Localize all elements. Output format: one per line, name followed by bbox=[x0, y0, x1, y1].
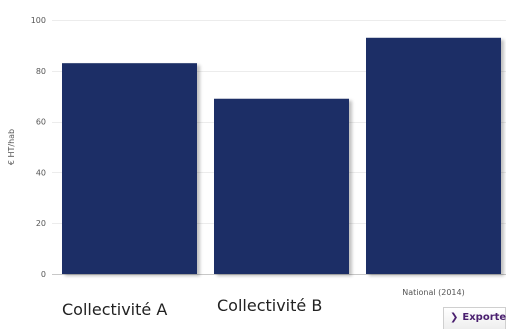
bars bbox=[62, 37, 501, 275]
y-tick-label: 100 bbox=[31, 16, 46, 25]
x-axis-labels: National (2014) bbox=[402, 288, 464, 297]
chevron-right-icon: ❯ bbox=[450, 312, 459, 323]
category-label: Collectivité A bbox=[62, 300, 168, 319]
category-label: National (2014) bbox=[402, 288, 464, 297]
y-tick-label: 0 bbox=[41, 270, 46, 279]
export-button-label: Exporter bbox=[462, 312, 506, 323]
y-tick-label: 40 bbox=[36, 168, 46, 177]
y-tick-label: 80 bbox=[36, 67, 46, 76]
y-axis-title: € HT/hab bbox=[7, 129, 16, 165]
bar bbox=[62, 63, 197, 275]
y-tick-label: 60 bbox=[36, 118, 46, 127]
y-axis-ticks: 0 20 40 60 80 100 bbox=[31, 16, 46, 279]
export-button[interactable]: ❯Exporter bbox=[443, 307, 506, 329]
category-label: Collectivité B bbox=[217, 296, 323, 315]
bar bbox=[214, 98, 349, 275]
bar bbox=[366, 37, 501, 274]
y-tick-label: 20 bbox=[36, 219, 46, 228]
bar-chart: 0 20 40 60 80 100 € HT/hab National (2014) bbox=[7, 16, 506, 297]
